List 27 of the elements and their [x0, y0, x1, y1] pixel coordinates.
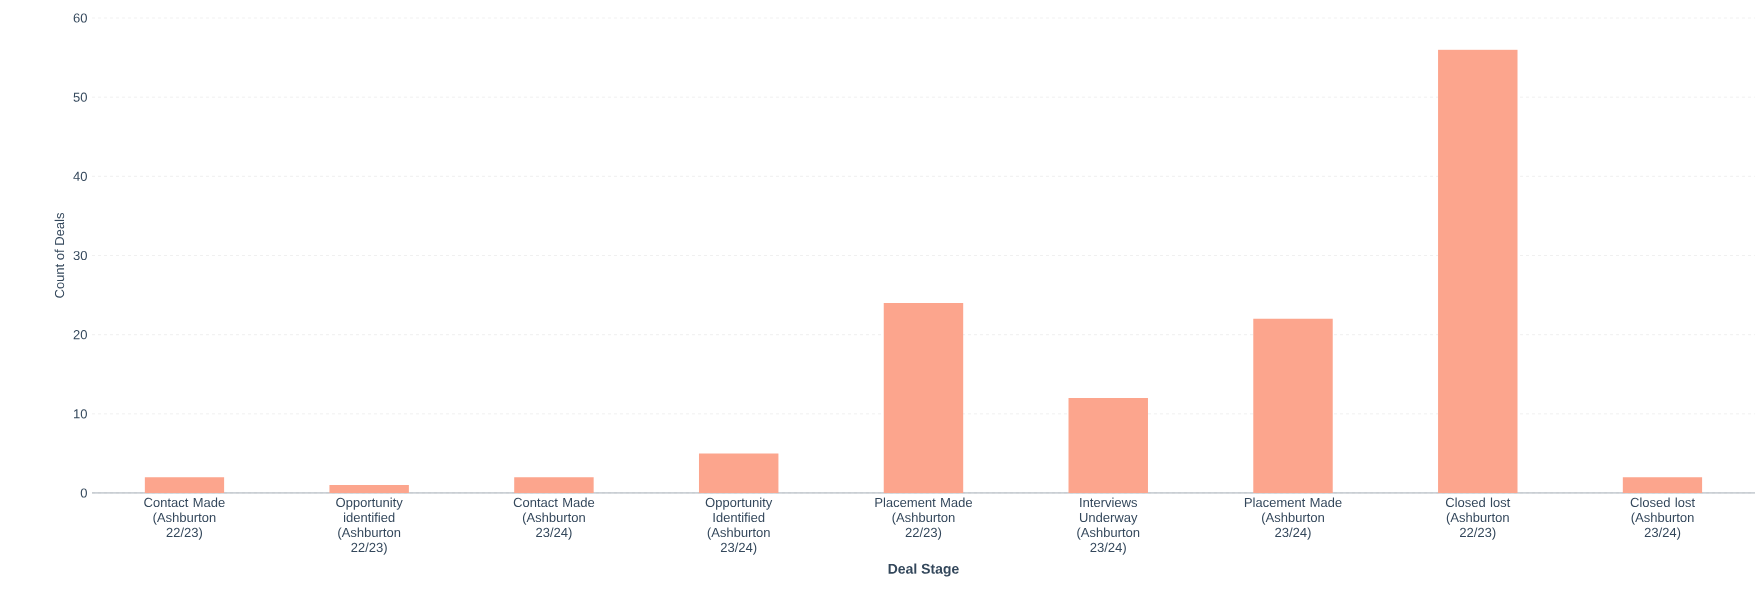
x-tick-label: Placement Made (Ashburton 23/24) — [1244, 497, 1342, 540]
x-tick-label: Opportunity identified (Ashburton 22/23) — [336, 497, 403, 555]
x-tick-label: Contact Made (Ashburton 23/24) — [513, 497, 595, 540]
bar — [1253, 318, 1333, 493]
bar — [883, 303, 964, 493]
x-tick-label: Closed lost (Ashburton 22/23) — [1445, 497, 1511, 540]
bar — [329, 485, 409, 493]
y-tick-label: 60 — [73, 13, 87, 23]
x-tick-label: Interviews Underway (Ashburton 23/24) — [1077, 497, 1140, 555]
bar — [1068, 398, 1148, 493]
bar — [514, 477, 594, 493]
x-tick-label: Opportunity Identified (Ashburton 23/24) — [705, 497, 773, 555]
y-tick-label: 30 — [73, 250, 87, 261]
y-tick-label: 40 — [73, 171, 87, 181]
x-axis-title: Deal Stage — [888, 563, 959, 577]
y-tick-label: 20 — [73, 330, 87, 340]
x-tick-label: Placement Made (Ashburton 22/23) — [875, 497, 973, 540]
x-tick-label: Closed lost (Ashburton 23/24) — [1630, 497, 1695, 540]
bar — [1438, 49, 1518, 493]
y-axis-title: Count of Deals — [54, 212, 65, 298]
x-tick-label: Contact Made (Ashburton 22/23) — [144, 497, 225, 540]
y-tick-label: 0 — [80, 488, 87, 498]
y-tick-label: 10 — [74, 409, 87, 419]
y-tick-label: 50 — [73, 92, 87, 102]
bar — [1622, 477, 1703, 493]
bar — [698, 453, 779, 493]
bar — [144, 477, 225, 493]
